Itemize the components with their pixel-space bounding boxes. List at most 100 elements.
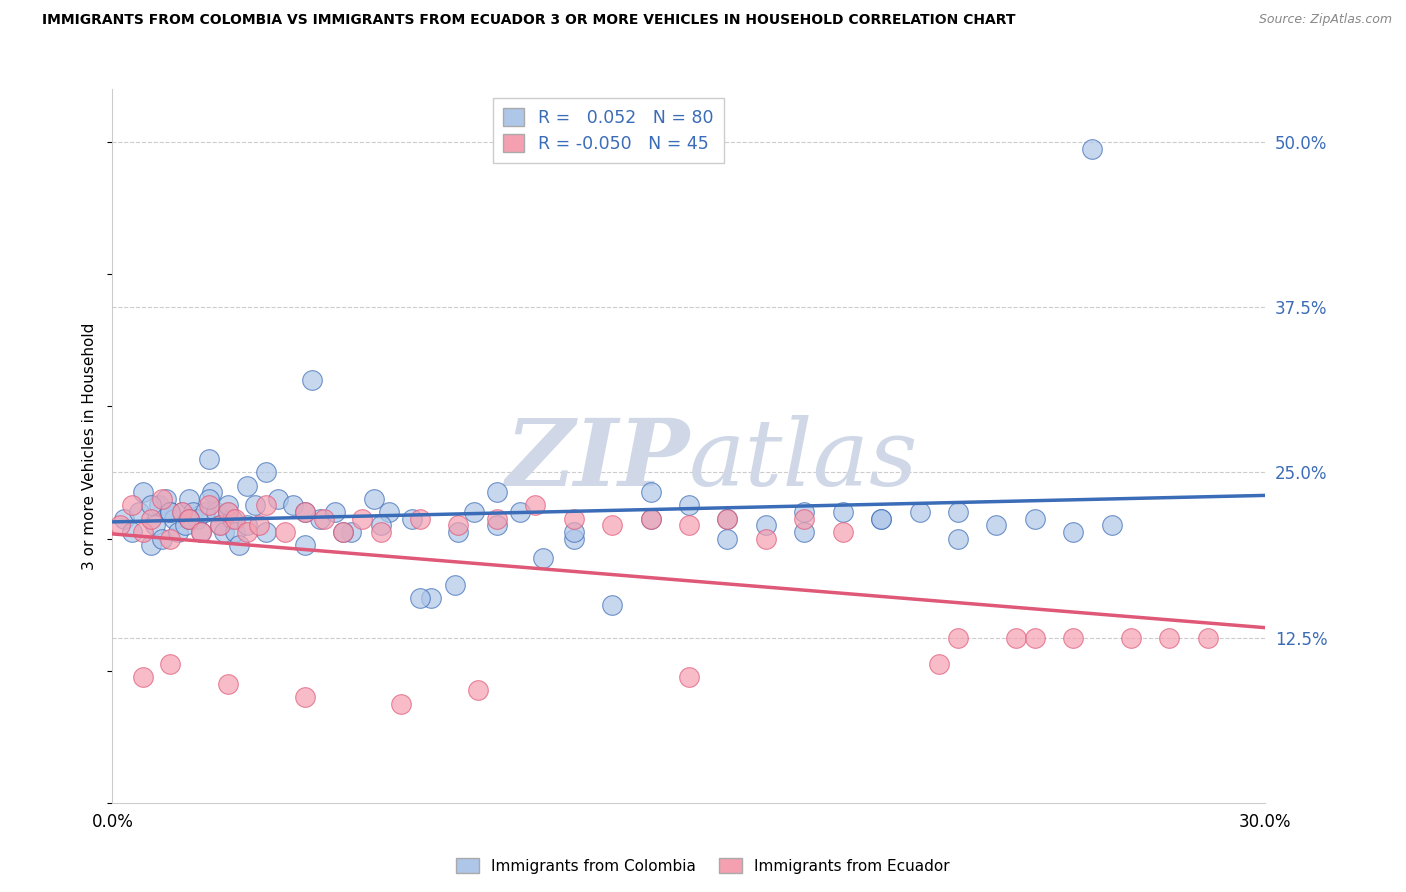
Point: [201, 485, 224, 500]
Point: [1024, 511, 1046, 525]
Point: [678, 670, 700, 684]
Point: [352, 511, 374, 525]
Point: [152, 532, 174, 546]
Point: [716, 532, 738, 546]
Point: [152, 491, 174, 506]
Text: Source: ZipAtlas.com: Source: ZipAtlas.com: [1258, 13, 1392, 27]
Point: [325, 505, 347, 519]
Point: [793, 505, 815, 519]
Point: [332, 524, 354, 539]
Point: [447, 518, 470, 533]
Point: [1101, 518, 1123, 533]
Point: [197, 499, 219, 513]
Point: [562, 511, 585, 525]
Point: [217, 499, 239, 513]
Point: [485, 485, 508, 500]
Point: [755, 532, 778, 546]
Point: [132, 670, 155, 684]
Text: IMMIGRANTS FROM COLOMBIA VS IMMIGRANTS FROM ECUADOR 3 OR MORE VEHICLES IN HOUSEH: IMMIGRANTS FROM COLOMBIA VS IMMIGRANTS F…: [42, 13, 1015, 28]
Point: [1159, 631, 1181, 645]
Point: [986, 518, 1008, 533]
Point: [179, 511, 201, 525]
Point: [1081, 142, 1104, 156]
Point: [908, 505, 931, 519]
Point: [163, 511, 186, 525]
Point: [139, 538, 162, 552]
Point: [467, 683, 489, 698]
Point: [640, 511, 662, 525]
Point: [389, 697, 412, 711]
Point: [179, 511, 201, 525]
Point: [1062, 631, 1084, 645]
Point: [831, 505, 853, 519]
Point: [217, 505, 239, 519]
Point: [678, 518, 700, 533]
Point: [716, 511, 738, 525]
Point: [166, 524, 188, 539]
Point: [170, 505, 193, 519]
Point: [716, 511, 738, 525]
Legend: Immigrants from Colombia, Immigrants from Ecuador: Immigrants from Colombia, Immigrants fro…: [450, 852, 956, 880]
Point: [485, 511, 508, 525]
Point: [190, 524, 212, 539]
Point: [174, 518, 197, 533]
Point: [228, 538, 250, 552]
Point: [132, 524, 155, 539]
Point: [128, 505, 150, 519]
Point: [755, 518, 778, 533]
Point: [267, 491, 290, 506]
Point: [312, 511, 335, 525]
Point: [236, 478, 259, 492]
Point: [121, 524, 143, 539]
Point: [159, 505, 181, 519]
Point: [946, 631, 969, 645]
Point: [378, 505, 401, 519]
Point: [600, 598, 623, 612]
Point: [1062, 524, 1084, 539]
Text: atlas: atlas: [689, 416, 918, 505]
Point: [409, 591, 432, 605]
Point: [197, 452, 219, 467]
Point: [121, 499, 143, 513]
Point: [179, 491, 201, 506]
Point: [678, 499, 700, 513]
Point: [186, 511, 208, 525]
Point: [274, 524, 297, 539]
Point: [370, 524, 392, 539]
Point: [236, 518, 259, 533]
Point: [254, 466, 277, 480]
Point: [870, 511, 893, 525]
Point: [793, 524, 815, 539]
Point: [1197, 631, 1219, 645]
Point: [928, 657, 950, 671]
Point: [443, 578, 465, 592]
Point: [1119, 631, 1142, 645]
Point: [524, 499, 547, 513]
Point: [301, 373, 323, 387]
Point: [159, 532, 181, 546]
Point: [420, 591, 443, 605]
Point: [112, 511, 135, 525]
Point: [254, 499, 277, 513]
Point: [332, 524, 354, 539]
Point: [224, 511, 246, 525]
Point: [281, 499, 304, 513]
Point: [148, 499, 170, 513]
Point: [409, 511, 432, 525]
Point: [640, 485, 662, 500]
Point: [243, 499, 266, 513]
Point: [170, 505, 193, 519]
Point: [401, 511, 423, 525]
Point: [294, 505, 316, 519]
Point: [562, 532, 585, 546]
Point: [1024, 631, 1046, 645]
Point: [194, 505, 217, 519]
Point: [212, 524, 235, 539]
Point: [209, 518, 232, 533]
Point: [640, 511, 662, 525]
Point: [485, 518, 508, 533]
Point: [159, 657, 181, 671]
Point: [531, 551, 554, 566]
Point: [946, 532, 969, 546]
Point: [247, 518, 270, 533]
